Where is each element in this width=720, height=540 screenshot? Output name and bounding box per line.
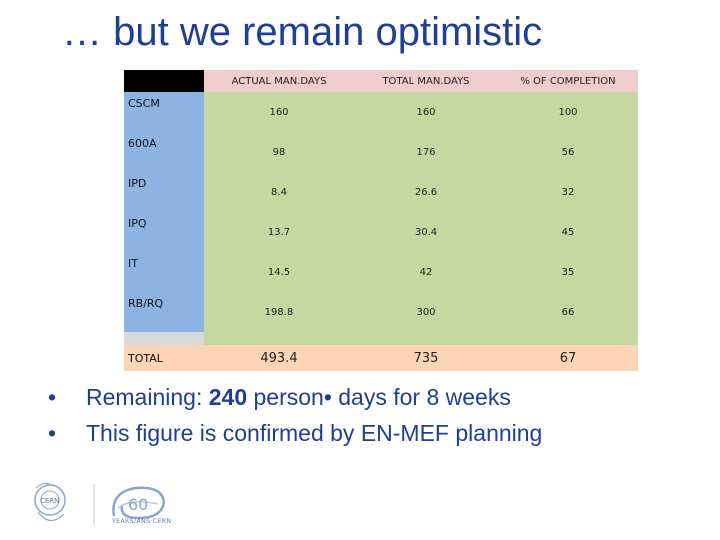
separator-cell <box>354 332 498 345</box>
table-row: IT 14.5 42 35 <box>124 252 638 292</box>
row-label: IPD <box>124 172 204 212</box>
cell-actual: 13.7 <box>204 212 354 252</box>
cell-completion: 56 <box>498 132 638 172</box>
table-header-row: ACTUAL MAN.DAYS TOTAL MAN.DAYS % OF COMP… <box>124 70 638 92</box>
total-label: TOTAL <box>124 345 204 371</box>
bullet-item-confirmed: • This figure is confirmed by EN-MEF plan… <box>48 420 542 456</box>
bullet-text-prefix: Remaining: <box>86 384 209 410</box>
cell-actual: 8.4 <box>204 172 354 212</box>
table-row: IPQ 13.7 30.4 45 <box>124 212 638 252</box>
slide-title: … but we remain optimistic <box>62 10 543 54</box>
cell-total: 176 <box>354 132 498 172</box>
bullet-marker: • <box>48 384 57 410</box>
header-completion: % OF COMPLETION <box>498 70 638 92</box>
cell-total: 160 <box>354 92 498 132</box>
table-row: CSCM 160 160 100 <box>124 92 638 132</box>
mandays-table: ACTUAL MAN.DAYS TOTAL MAN.DAYS % OF COMP… <box>124 70 638 371</box>
cell-actual: 198.8 <box>204 292 354 332</box>
separator-cell <box>204 332 354 345</box>
bullet-marker: • <box>48 420 57 446</box>
cell-total: 26.6 <box>354 172 498 212</box>
bullet-list: • Remaining: 240 person• days for 8 weeks… <box>48 384 542 456</box>
footer-logos: CERN 60 <box>32 478 202 532</box>
table-separator-row <box>124 332 638 345</box>
bullet-text: This figure is confirmed by EN-MEF plann… <box>86 420 543 446</box>
cell-completion: 100 <box>498 92 638 132</box>
cell-total: 300 <box>354 292 498 332</box>
table-total-row: TOTAL 493.4 735 67 <box>124 345 638 371</box>
table-row: IPD 8.4 26.6 32 <box>124 172 638 212</box>
anniversary-caption: YEARS/ANS CERN <box>112 518 172 525</box>
header-total-man-days: TOTAL MAN.DAYS <box>354 70 498 92</box>
row-label: 600A <box>124 132 204 172</box>
cell-total: 30.4 <box>354 212 498 252</box>
cell-completion: 45 <box>498 212 638 252</box>
row-label: IPQ <box>124 212 204 252</box>
cell-actual: 160 <box>204 92 354 132</box>
cern-logo-icon: CERN 60 <box>34 483 166 526</box>
table-header-corner <box>124 70 204 92</box>
cell-total: 42 <box>354 252 498 292</box>
cell-completion: 32 <box>498 172 638 212</box>
row-label: RB/RQ <box>124 292 204 332</box>
table-row: 600A 98 176 56 <box>124 132 638 172</box>
bullet-item-remaining: • Remaining: 240 person• days for 8 weeks <box>48 384 542 420</box>
anniversary-number: 60 <box>128 495 148 514</box>
table-row: RB/RQ 198.8 300 66 <box>124 292 638 332</box>
cell-actual: 14.5 <box>204 252 354 292</box>
mandays-table-container: ACTUAL MAN.DAYS TOTAL MAN.DAYS % OF COMP… <box>124 70 638 371</box>
cell-actual: 98 <box>204 132 354 172</box>
cell-completion: 35 <box>498 252 638 292</box>
header-actual-man-days: ACTUAL MAN.DAYS <box>204 70 354 92</box>
cell-completion: 66 <box>498 292 638 332</box>
total-completion: 67 <box>498 345 638 371</box>
bullet-text-bold: 240 <box>208 384 248 410</box>
row-label: IT <box>124 252 204 292</box>
cern-logo-text: CERN <box>40 497 59 505</box>
total-actual: 493.4 <box>204 345 354 371</box>
separator-cell <box>498 332 638 345</box>
total-total: 735 <box>354 345 498 371</box>
separator-cell <box>124 332 204 345</box>
row-label: CSCM <box>124 92 204 132</box>
bullet-text-suffix: person• days for 8 weeks <box>247 384 511 410</box>
